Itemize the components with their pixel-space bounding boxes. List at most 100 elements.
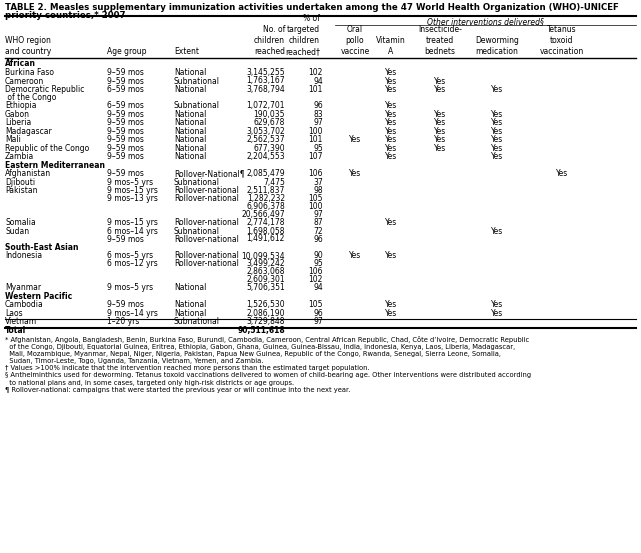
Text: Subnational: Subnational [174, 317, 220, 326]
Text: 2,863,068: 2,863,068 [247, 267, 285, 276]
Text: 10,099,534: 10,099,534 [242, 252, 285, 260]
Text: African: African [5, 60, 36, 69]
Text: Laos: Laos [5, 309, 22, 318]
Text: priority countries,* 2007: priority countries,* 2007 [5, 11, 126, 20]
Text: 3,499,242: 3,499,242 [246, 259, 285, 268]
Text: Sudan: Sudan [5, 227, 29, 236]
Text: Yes: Yes [349, 135, 361, 144]
Text: Yes: Yes [349, 252, 361, 260]
Text: WHO region
and country: WHO region and country [5, 36, 51, 56]
Text: Yes: Yes [556, 169, 568, 178]
Text: Total: Total [5, 326, 26, 335]
Text: No. of
children
reached: No. of children reached [254, 25, 285, 56]
Text: 102: 102 [308, 275, 323, 284]
Text: Rollover-national: Rollover-national [174, 259, 239, 268]
Text: Vitamin
A: Vitamin A [376, 36, 406, 56]
Text: Yes: Yes [385, 110, 397, 119]
Text: National: National [174, 127, 206, 136]
Text: Mali: Mali [5, 135, 21, 144]
Text: National: National [174, 135, 206, 144]
Text: Yes: Yes [385, 118, 397, 127]
Text: 9–59 mos: 9–59 mos [107, 135, 144, 144]
Text: % of
targeted
children
reached†: % of targeted children reached† [285, 14, 320, 56]
Text: 9 mos–14 yrs: 9 mos–14 yrs [107, 309, 158, 318]
Text: † Values >100% indicate that the intervention reached more persons than the esti: † Values >100% indicate that the interve… [5, 365, 370, 371]
Text: Yes: Yes [385, 144, 397, 153]
Text: Yes: Yes [491, 309, 503, 318]
Text: National: National [174, 144, 206, 153]
Text: 100: 100 [308, 127, 323, 136]
Text: Yes: Yes [434, 118, 446, 127]
Text: Mali, Mozambique, Myanmar, Nepal, Niger, Nigeria, Pakistan, Papua New Guinea, Re: Mali, Mozambique, Myanmar, Nepal, Niger,… [5, 351, 501, 357]
Text: 2,774,178: 2,774,178 [247, 218, 285, 227]
Text: 83: 83 [313, 110, 323, 119]
Text: 9 mos–5 yrs: 9 mos–5 yrs [107, 178, 153, 187]
Text: 1,763,167: 1,763,167 [246, 76, 285, 86]
Text: Yes: Yes [385, 300, 397, 309]
Text: Rollover-national: Rollover-national [174, 252, 239, 260]
Text: 9–59 mos: 9–59 mos [107, 144, 144, 153]
Text: 629,678: 629,678 [254, 118, 285, 127]
Text: 1,072,701: 1,072,701 [247, 101, 285, 110]
Text: 6 mos–12 yrs: 6 mos–12 yrs [107, 259, 158, 268]
Text: 98: 98 [313, 186, 323, 195]
Text: 2,085,479: 2,085,479 [246, 169, 285, 178]
Text: 97: 97 [313, 317, 323, 326]
Text: 6 mos–5 yrs: 6 mos–5 yrs [107, 252, 153, 260]
Text: Rollover-national: Rollover-national [174, 218, 239, 227]
Text: Yes: Yes [385, 152, 397, 161]
Text: 677,390: 677,390 [253, 144, 285, 153]
Text: Yes: Yes [491, 152, 503, 161]
Text: 94: 94 [313, 283, 323, 293]
Text: of the Congo: of the Congo [5, 93, 56, 102]
Text: 96: 96 [313, 101, 323, 110]
Text: Burkina Faso: Burkina Faso [5, 68, 54, 77]
Text: Yes: Yes [434, 76, 446, 86]
Text: National: National [174, 118, 206, 127]
Text: 6,906,378: 6,906,378 [246, 202, 285, 211]
Text: Yes: Yes [434, 110, 446, 119]
Text: 9–59 mos: 9–59 mos [107, 110, 144, 119]
Text: Subnational: Subnational [174, 101, 220, 110]
Text: Gabon: Gabon [5, 110, 30, 119]
Text: Yes: Yes [491, 300, 503, 309]
Text: Yes: Yes [434, 85, 446, 94]
Text: 7,475: 7,475 [263, 178, 285, 187]
Text: Yes: Yes [385, 101, 397, 110]
Text: 90: 90 [313, 252, 323, 260]
Text: National: National [174, 283, 206, 293]
Text: National: National [174, 152, 206, 161]
Text: 90,511,618: 90,511,618 [237, 326, 285, 335]
Text: Extent: Extent [174, 47, 199, 56]
Text: Rollover-National¶: Rollover-National¶ [174, 169, 245, 178]
Text: Yes: Yes [434, 135, 446, 144]
Text: Somalia: Somalia [5, 218, 36, 227]
Text: Cambodia: Cambodia [5, 300, 44, 309]
Text: 2,511,837: 2,511,837 [247, 186, 285, 195]
Text: Djibouti: Djibouti [5, 178, 35, 187]
Text: Yes: Yes [434, 144, 446, 153]
Text: Western Pacific: Western Pacific [5, 292, 72, 301]
Text: 2,086,190: 2,086,190 [247, 309, 285, 318]
Text: 1,491,612: 1,491,612 [247, 234, 285, 243]
Text: Ethiopia: Ethiopia [5, 101, 37, 110]
Text: 9–59 mos: 9–59 mos [107, 76, 144, 86]
Text: 95: 95 [313, 259, 323, 268]
Text: Subnational: Subnational [174, 76, 220, 86]
Text: 2,562,537: 2,562,537 [246, 135, 285, 144]
Text: Other interventions delivered§: Other interventions delivered§ [427, 17, 544, 26]
Text: Yes: Yes [491, 144, 503, 153]
Text: 9–59 mos: 9–59 mos [107, 152, 144, 161]
Text: Yes: Yes [491, 110, 503, 119]
Text: 105: 105 [308, 194, 323, 203]
Text: National: National [174, 110, 206, 119]
Text: 87: 87 [313, 218, 323, 227]
Text: 1,526,530: 1,526,530 [246, 300, 285, 309]
Text: 9 mos–5 yrs: 9 mos–5 yrs [107, 283, 153, 293]
Text: 190,035: 190,035 [253, 110, 285, 119]
Text: Yes: Yes [491, 135, 503, 144]
Text: 9–59 mos: 9–59 mos [107, 234, 144, 243]
Text: South-East Asian: South-East Asian [5, 243, 78, 252]
Text: Rollover-national: Rollover-national [174, 234, 239, 243]
Text: 101: 101 [308, 85, 323, 94]
